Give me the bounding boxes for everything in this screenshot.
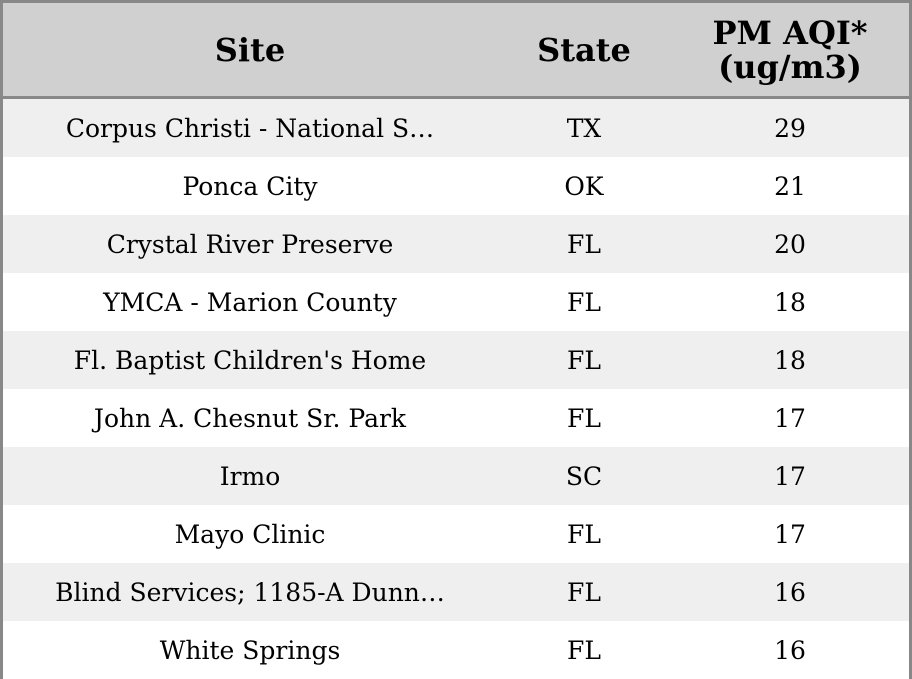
cell-site: Mayo Clinic: [3, 505, 497, 563]
cell-pm-aqi: 17: [671, 447, 909, 505]
cell-pm-aqi: 16: [671, 563, 909, 621]
aqi-table: Site State PM AQI* (ug/m3) Corpus Christ…: [3, 3, 909, 679]
table-row: John A. Chesnut Sr. Park FL 17: [3, 389, 909, 447]
cell-site: Ponca City: [3, 157, 497, 215]
header-site[interactable]: Site: [3, 3, 497, 99]
cell-site: John A. Chesnut Sr. Park: [3, 389, 497, 447]
cell-site: White Springs: [3, 621, 497, 679]
cell-site: Corpus Christi - National S…: [3, 97, 497, 157]
cell-site: Blind Services; 1185-A Dunn…: [3, 563, 497, 621]
cell-pm-aqi: 17: [671, 389, 909, 447]
header-site-label: Site: [214, 30, 286, 69]
table-header: Site State PM AQI* (ug/m3): [3, 3, 909, 99]
cell-site: Crystal River Preserve: [3, 215, 497, 273]
cell-state: FL: [497, 505, 671, 563]
table-row: YMCA - Marion County FL 18: [3, 273, 909, 331]
table-row: White Springs FL 16: [3, 621, 909, 679]
cell-pm-aqi: 18: [671, 273, 909, 331]
table-row: Crystal River Preserve FL 20: [3, 215, 909, 273]
header-row: Site State PM AQI* (ug/m3): [3, 3, 909, 99]
table-row: Corpus Christi - National S… TX 29: [3, 97, 909, 157]
cell-pm-aqi: 17: [671, 505, 909, 563]
table-row: Blind Services; 1185-A Dunn… FL 16: [3, 563, 909, 621]
cell-state: OK: [497, 157, 671, 215]
cell-pm-aqi: 21: [671, 157, 909, 215]
cell-state: FL: [497, 215, 671, 273]
cell-pm-aqi: 20: [671, 215, 909, 273]
cell-state: FL: [497, 621, 671, 679]
cell-site: Fl. Baptist Children's Home: [3, 331, 497, 389]
cell-pm-aqi: 29: [671, 97, 909, 157]
table-row: Fl. Baptist Children's Home FL 18: [3, 331, 909, 389]
table-body: Corpus Christi - National S… TX 29 Ponca Ci…: [3, 97, 909, 679]
cell-state: FL: [497, 273, 671, 331]
cell-state: FL: [497, 563, 671, 621]
cell-site: YMCA - Marion County: [3, 273, 497, 331]
header-state-label: State: [537, 30, 631, 69]
cell-pm-aqi: 18: [671, 331, 909, 389]
cell-state: TX: [497, 97, 671, 157]
table-row: Ponca City OK 21: [3, 157, 909, 215]
table-row: Mayo Clinic FL 17: [3, 505, 909, 563]
header-pm-line1: PM AQI*: [712, 13, 868, 52]
header-pm-line2: (ug/m3): [718, 47, 862, 86]
cell-pm-aqi: 16: [671, 621, 909, 679]
cell-state: FL: [497, 331, 671, 389]
table-row: Irmo SC 17: [3, 447, 909, 505]
header-pm-aqi[interactable]: PM AQI* (ug/m3): [671, 3, 909, 99]
header-state[interactable]: State: [497, 3, 671, 99]
cell-state: SC: [497, 447, 671, 505]
cell-site: Irmo: [3, 447, 497, 505]
cell-state: FL: [497, 389, 671, 447]
